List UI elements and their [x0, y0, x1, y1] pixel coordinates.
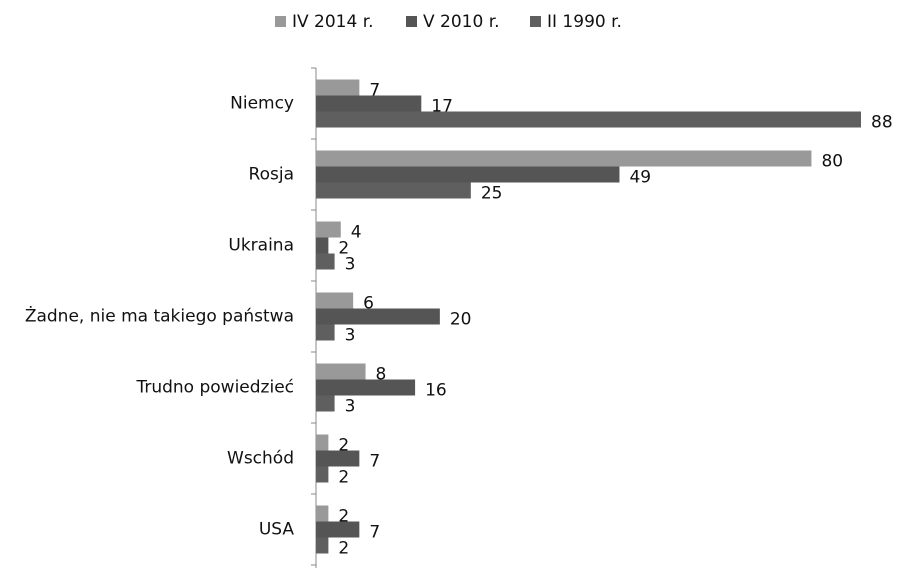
bar: [316, 450, 360, 467]
legend-label: IV 2014 r.: [292, 12, 374, 32]
value-label: 3: [345, 255, 356, 275]
bar: [316, 324, 335, 341]
bar: [316, 111, 861, 128]
category-label: Niemcy: [230, 94, 294, 114]
bar: [316, 292, 354, 309]
category-label: Ukraina: [228, 236, 294, 256]
bar: [316, 466, 329, 483]
bar: [316, 505, 329, 522]
value-label: 2: [338, 539, 349, 559]
bar: [316, 237, 329, 254]
value-label: 3: [345, 397, 356, 417]
legend-swatch: [275, 16, 286, 27]
value-label: 6: [363, 294, 374, 314]
legend-swatch: [406, 16, 417, 27]
value-label: 80: [821, 152, 843, 172]
legend-swatch: [530, 16, 541, 27]
value-label: 16: [425, 381, 447, 401]
value-label: 2: [338, 436, 349, 456]
bar: [316, 182, 471, 199]
value-label: 2: [338, 468, 349, 488]
bar: [316, 253, 335, 270]
bar: [316, 363, 366, 380]
legend-label: II 1990 r.: [547, 12, 622, 32]
value-label: 2: [338, 507, 349, 527]
bar: [316, 79, 360, 96]
value-label: 2: [338, 239, 349, 259]
value-label: 25: [481, 184, 503, 204]
value-label: 49: [629, 168, 651, 188]
value-label: 8: [376, 365, 387, 385]
bar: [316, 95, 422, 112]
bar: [316, 166, 620, 183]
category-label: Wschód: [227, 449, 294, 469]
bar: [316, 308, 440, 325]
legend-label: V 2010 r.: [423, 12, 500, 32]
bar: [316, 379, 416, 396]
value-label: 88: [871, 113, 893, 133]
value-label: 7: [369, 81, 380, 101]
bar: [316, 395, 335, 412]
category-label: Żadne, nie ma takiego państwa: [25, 306, 294, 327]
category-label: USA: [259, 520, 295, 540]
bar: [316, 521, 360, 538]
bar: [316, 221, 341, 238]
value-label: 7: [369, 523, 380, 543]
value-label: 20: [450, 310, 472, 330]
bar: [316, 150, 812, 167]
value-label: 7: [369, 452, 380, 472]
bar: [316, 434, 329, 451]
value-label: 3: [345, 326, 356, 346]
value-label: 4: [351, 223, 362, 243]
category-label: Rosja: [249, 165, 294, 185]
category-label: Trudno powiedzieć: [135, 378, 294, 398]
bar: [316, 537, 329, 554]
